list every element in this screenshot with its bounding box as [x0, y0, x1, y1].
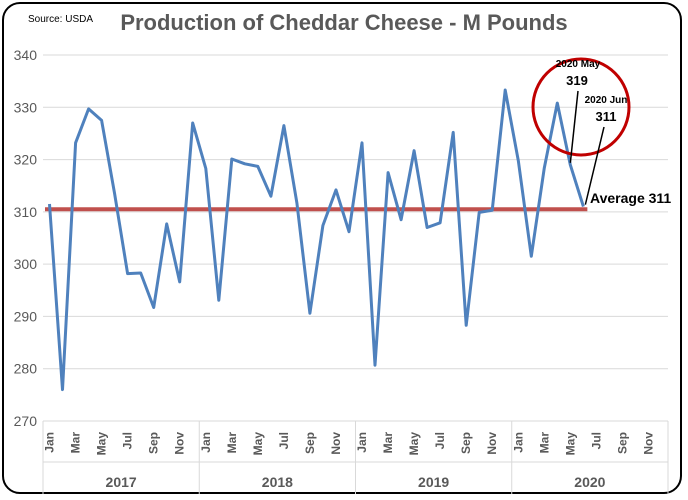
x-tick-label: Nov: [641, 432, 655, 455]
annotation-may-pointer: [569, 90, 579, 163]
x-tick-label: Jan: [43, 432, 57, 453]
x-tick-label: May: [407, 432, 421, 456]
x-tick-label: Nov: [173, 432, 187, 455]
x-tick-label: Jan: [355, 432, 369, 453]
x-tick-label: Mar: [69, 432, 83, 454]
y-tick-label: 310: [14, 204, 38, 220]
source-note: Source: USDA: [28, 14, 93, 25]
x-tick-label: Sep: [303, 432, 317, 454]
y-axis: 270 280 290 300 310 320 330 340: [14, 47, 38, 429]
annotation-jun-label: 2020 Jun: [585, 95, 628, 106]
x-axis: Jan Mar May Jul Sep Nov 2017 Jan Mar May Jul Sep Nov…: [42, 421, 669, 494]
x-tick-label: Jul: [277, 432, 291, 449]
chart-title: Production of Cheddar Cheese - M Pounds: [120, 10, 567, 35]
y-tick-label: 300: [14, 256, 38, 272]
average-label: Average 311: [590, 190, 671, 206]
x-tick-label: Sep: [459, 432, 473, 454]
x-tick-label: Sep: [615, 432, 629, 454]
chart-frame: [2, 2, 682, 494]
annotation-may-label: 2020 May: [556, 59, 601, 70]
average-line-group: Average 311: [45, 190, 671, 212]
y-tick-label: 280: [14, 361, 38, 377]
x-tick-label: Mar: [381, 432, 395, 454]
x-tick-label: Jul: [433, 432, 447, 449]
y-tick-label: 340: [14, 47, 38, 63]
highlight-circle: [531, 57, 631, 157]
y-tick-label: 290: [14, 308, 38, 324]
y-tick-label: 330: [14, 99, 38, 115]
x-tick-label: May: [95, 432, 109, 456]
y-tick-label: 270: [14, 413, 38, 429]
x-tick-label: Nov: [329, 432, 343, 455]
annotations-group: 2020 May 319 2020 Jun 311: [531, 57, 631, 205]
x-tick-label: Jul: [589, 432, 603, 449]
x-tick-label: Jan: [511, 432, 525, 453]
year-label: 2019: [418, 474, 449, 490]
annotation-may-value: 319: [566, 73, 588, 88]
x-tick-label: Mar: [225, 432, 239, 454]
annotation-jun-value: 311: [596, 109, 617, 124]
year-label: 2017: [106, 474, 137, 490]
x-tick-label: Jan: [199, 432, 213, 453]
gridlines: [43, 54, 668, 422]
x-tick-label: Mar: [537, 432, 551, 454]
x-tick-label: Nov: [485, 432, 499, 455]
series-group: [48, 88, 585, 392]
year-label: 2020: [574, 474, 605, 490]
series-line: [48, 88, 585, 392]
x-tick-label: May: [251, 432, 265, 456]
x-tick-label: Sep: [147, 432, 161, 454]
x-tick-label: May: [563, 432, 577, 456]
x-tick-label: Jul: [121, 432, 135, 449]
y-tick-label: 320: [14, 152, 38, 168]
year-label: 2018: [262, 474, 293, 490]
annotation-jun-pointer: [584, 126, 605, 205]
